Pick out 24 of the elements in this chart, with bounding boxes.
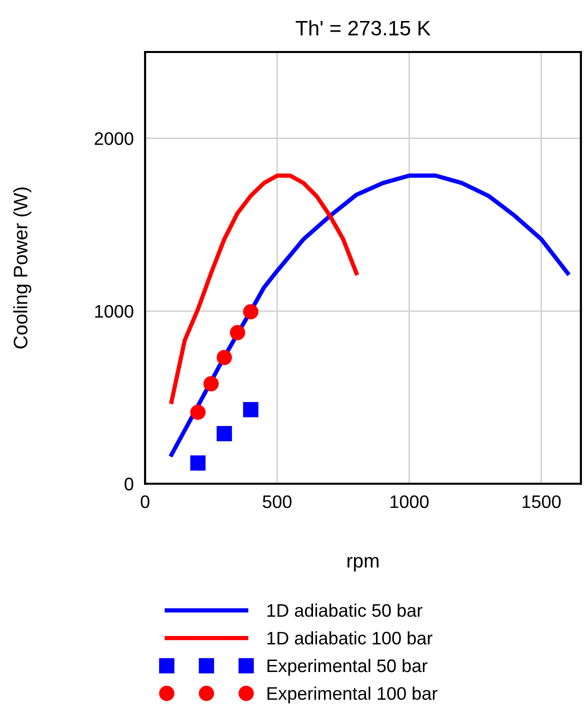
legend-label: Experimental 50 bar xyxy=(268,658,428,676)
x-tick-label: 1500 xyxy=(522,495,561,508)
chart-title: Th' = 273.15 K xyxy=(296,20,430,36)
legend-label: 1D adiabatic 50 bar xyxy=(267,604,422,617)
point xyxy=(243,304,258,320)
y-tick-label: 2000 xyxy=(94,132,134,146)
legend-label: 1D adiabatic 100 bar xyxy=(267,631,432,645)
point xyxy=(203,376,219,392)
point xyxy=(216,350,232,366)
point xyxy=(190,455,206,471)
x-axis-title: rpm xyxy=(348,556,378,572)
x-tick-label: 500 xyxy=(262,495,292,508)
point xyxy=(230,324,246,340)
point xyxy=(216,426,232,442)
point xyxy=(190,404,206,420)
x-tick-label: 1000 xyxy=(390,495,429,508)
y-tick-label: 1000 xyxy=(95,304,134,318)
x-tick-label: 0 xyxy=(140,495,150,508)
y-axis-title: Cooling Power (W) xyxy=(13,187,32,348)
line-series xyxy=(169,174,570,457)
legend-label: Experimental 100 bar xyxy=(268,686,438,704)
point xyxy=(243,402,258,418)
line-series xyxy=(169,174,358,404)
y-tick-label: 0 xyxy=(124,478,134,490)
